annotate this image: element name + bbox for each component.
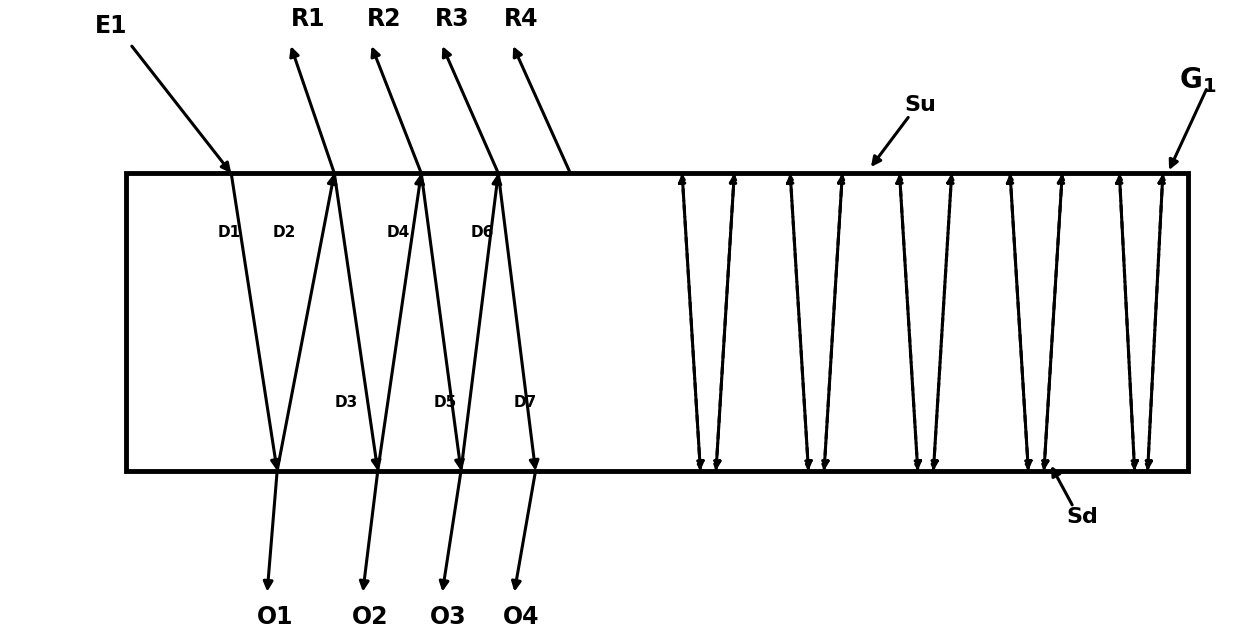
Text: O1: O1 [256,605,293,629]
Text: D3: D3 [335,395,357,410]
Text: O4: O4 [503,605,539,629]
Text: D4: D4 [386,225,410,239]
Text: R4: R4 [503,6,538,30]
Text: D2: D2 [273,225,295,239]
Text: E1: E1 [95,14,127,37]
Text: D6: D6 [471,225,494,239]
Text: O3: O3 [431,605,467,629]
Text: R2: R2 [367,6,401,30]
Text: O2: O2 [352,605,388,629]
Bar [126,173,1188,471]
Text: D1: D1 [218,225,242,239]
Text: R1: R1 [291,6,325,30]
Text: R3: R3 [435,6,469,30]
Text: D7: D7 [513,395,537,410]
Text: Sd: Sd [1066,507,1098,527]
Text: $\mathbf{G_1}$: $\mathbf{G_1}$ [1179,65,1216,95]
Text: Su: Su [905,95,936,115]
Text: D5: D5 [433,395,457,410]
